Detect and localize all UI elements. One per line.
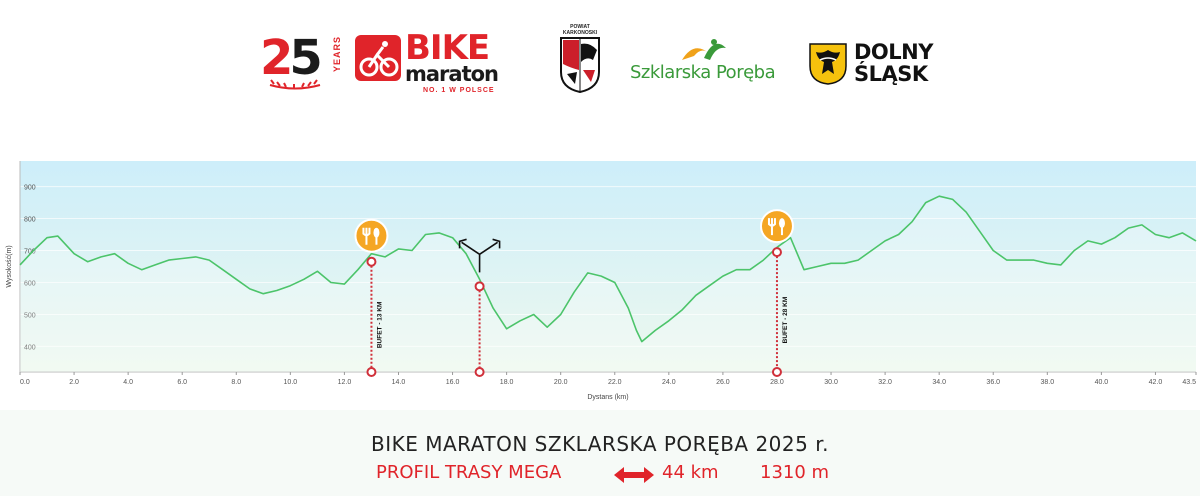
x-tick-label: 22.0 xyxy=(608,379,622,386)
footer-title: BIKE MARATON SZKLARSKA PORĘBA 2025 r. xyxy=(371,432,829,456)
elevation-area xyxy=(20,196,1196,372)
x-tick-label: 20.0 xyxy=(554,379,568,386)
x-tick-label: 8.0 xyxy=(231,379,241,386)
x-tick-label: 24.0 xyxy=(662,379,676,386)
x-tick-label: 26.0 xyxy=(716,379,730,386)
logo-bike-maraton: BIKE maraton NO. 1 W POLSCE xyxy=(355,28,525,96)
y-tick-label: 500 xyxy=(24,312,36,319)
logo-maraton-text: maraton xyxy=(405,62,499,86)
x-tick-label: 2.0 xyxy=(69,379,79,386)
double-arrow-icon xyxy=(614,467,654,483)
plot-area xyxy=(20,161,1196,372)
x-tick-label: 18.0 xyxy=(500,379,514,386)
x-tick-label: 38.0 xyxy=(1040,379,1054,386)
annotation-point xyxy=(366,256,377,267)
elevation-chart: 400 500 600 700 800 900 0.0 2.0 4.0 6.0 8.0 10.0 12.… xyxy=(0,155,1200,410)
dolny-text: DOLNY xyxy=(854,40,933,64)
fork-knife-icon xyxy=(354,218,389,253)
footer: BIKE MARATON SZKLARSKA PORĘBA 2025 r. PR… xyxy=(0,410,1200,496)
elevation-chart-svg: 400 500 600 700 800 900 0.0 2.0 4.0 6.0 8.0 10.0 12.… xyxy=(6,161,1197,401)
elevation-line xyxy=(19,195,1197,343)
logo-25-number: 25 xyxy=(260,30,323,86)
route-split-icon xyxy=(458,238,501,273)
x-tick-label: 14.0 xyxy=(392,379,406,386)
x-tick-label: 12.0 xyxy=(338,379,352,386)
x-tick-label: 0.0 xyxy=(20,379,30,386)
x-tick-label: 16.0 xyxy=(446,379,460,386)
annotation-point xyxy=(474,281,485,292)
mountain-leaf-icon xyxy=(682,39,726,60)
profile-label: PROFIL TRASY MEGA xyxy=(376,462,562,483)
x-tick-label: 34.0 xyxy=(932,379,946,386)
coat-of-arms-icon xyxy=(560,37,600,94)
x-tick-label: 42.0 xyxy=(1149,379,1163,386)
laurel-icon xyxy=(269,79,321,90)
y-tick-label: 900 xyxy=(24,185,36,192)
logo-powiat-karkonoski: POWIAT KARKONOSKI xyxy=(553,24,607,96)
cyclist-icon xyxy=(355,35,401,81)
route-elevation: 1310 m xyxy=(760,462,830,483)
annotation-point xyxy=(771,247,782,258)
fork-knife-icon xyxy=(759,209,794,244)
logo-dolny-slask: DOLNY ŚLĄSK xyxy=(808,40,938,90)
slask-text: ŚLĄSK xyxy=(854,62,928,86)
logo-25-years: 25 YEARS xyxy=(260,30,350,94)
szklarska-text: Szklarska Poręba xyxy=(630,62,776,83)
y-tick-label: 700 xyxy=(24,249,36,256)
x-tick-label: 28.0 xyxy=(770,379,784,386)
eagle-shield-icon xyxy=(809,43,847,85)
annotation-base-point xyxy=(474,367,485,377)
powiat-caption: POWIAT KARKONOSKI xyxy=(562,24,598,36)
y-tick-label: 400 xyxy=(24,344,36,351)
x-tick-label: 36.0 xyxy=(986,379,1000,386)
y-tick-label: 600 xyxy=(24,280,36,287)
x-tick-label: 4.0 xyxy=(123,379,133,386)
x-tick-label: 32.0 xyxy=(878,379,892,386)
x-tick-label: 30.0 xyxy=(824,379,838,386)
route-distance: 44 km xyxy=(662,462,719,483)
annotation-base-point xyxy=(771,367,782,377)
x-tick-label: 6.0 xyxy=(177,379,187,386)
annotation-base-point xyxy=(366,367,377,377)
annotation-label: BUFET - 13 KM xyxy=(376,302,383,349)
logo-tagline: NO. 1 W POLSCE xyxy=(423,87,495,94)
logo-szklarska-poreba: Szklarska Poręba xyxy=(630,36,790,88)
x-axis-label: Dystans (km) xyxy=(587,394,628,401)
x-tick-label: 10.0 xyxy=(284,379,298,386)
annotation-label: BUFET - 28 KM xyxy=(782,297,789,344)
x-tick-label: 43.5 xyxy=(1182,379,1196,386)
logo-bike-text: BIKE xyxy=(405,28,490,68)
y-tick-label: 800 xyxy=(24,217,36,224)
logo-header: 25 YEARS BIKE maraton NO. 1 W POLSCE POW… xyxy=(0,0,1200,150)
x-tick-label: 40.0 xyxy=(1095,379,1109,386)
y-axis-label: Wysokość(m) xyxy=(6,245,13,287)
